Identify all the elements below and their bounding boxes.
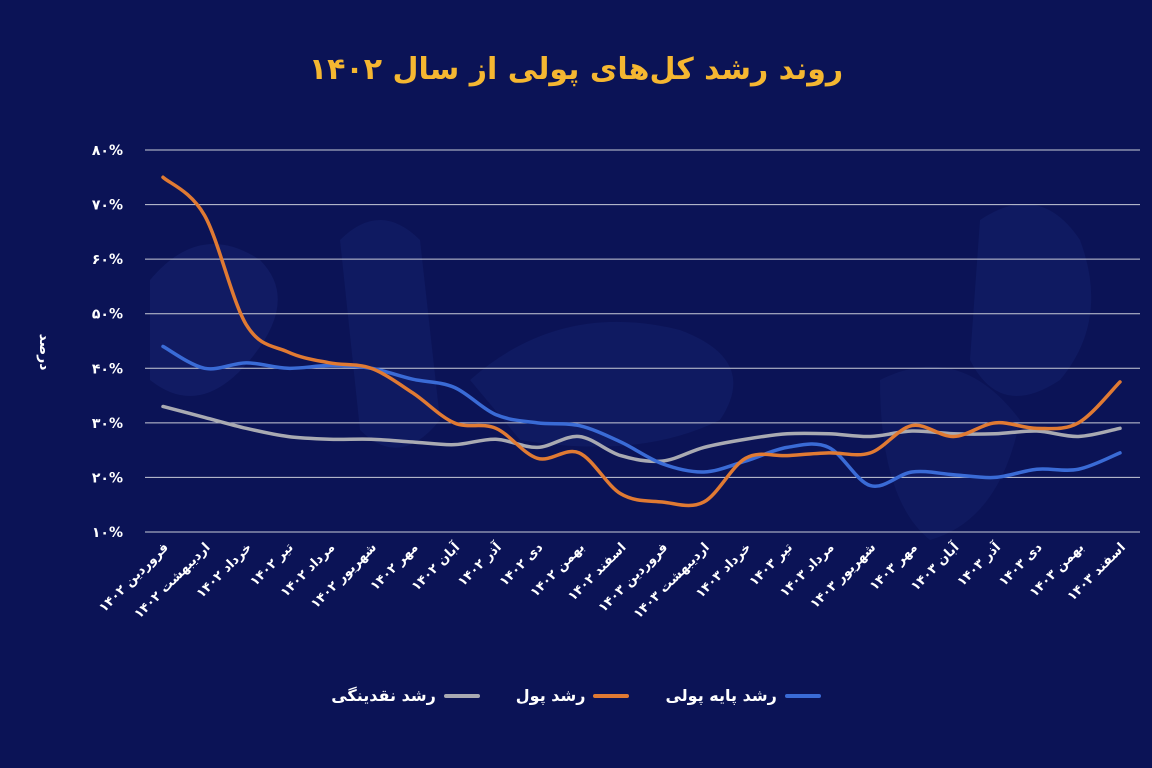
grid-lines (145, 149, 1140, 533)
x-tick-label: فروردین ۱۴۰۲ (96, 540, 171, 615)
x-tick-label: اردیبهشت ۱۴۰۲ (132, 540, 214, 622)
y-tick-label: ۳۰% (92, 416, 123, 432)
legend-item-base-money: رشد پایه پولی (665, 686, 821, 705)
y-tick-label: ۱۰% (92, 525, 123, 541)
series-line-liquidity (161, 404, 1122, 464)
legend-item-money: رشد پول (516, 686, 630, 705)
series-line-money (161, 175, 1122, 508)
y-axis-label: درصد (36, 334, 52, 371)
series-line-base-money (161, 344, 1122, 489)
y-tick-label: ۸۰% (92, 143, 123, 159)
chart-title: روند رشد کل‌های پولی از سال ۱۴۰۲ (308, 52, 844, 87)
legend-swatch-liquidity (443, 693, 480, 698)
legend-label-money: رشد پول (515, 686, 586, 705)
y-tick-label: ۷۰% (92, 198, 123, 214)
legend: رشد پایه پولی رشد پول رشد نقدینگی (0, 686, 1152, 705)
y-tick-label: ۴۰% (92, 361, 123, 377)
legend-swatch-base-money (784, 693, 821, 698)
legend-label-liquidity: رشد نقدینگی (331, 686, 436, 705)
y-tick-label: ۲۰% (92, 470, 123, 486)
x-tick-label: اردیبهشت ۱۴۰۳ (631, 540, 713, 622)
x-tick-label: آذر ۱۴۰۳ (953, 538, 1004, 589)
legend-swatch-money (593, 693, 630, 698)
y-tick-label: ۵۰% (92, 307, 123, 323)
legend-item-liquidity: رشد نقدینگی (331, 686, 480, 705)
y-tick-label: ۶۰% (92, 252, 123, 268)
x-tick-label: آذر ۱۴۰۲ (454, 538, 505, 589)
y-axis-ticks: ۱۰% ۲۰% ۳۰% ۴۰% ۵۰% ۶۰% ۷۰% ۸۰% (92, 143, 123, 541)
series-lines (161, 175, 1122, 508)
legend-label-base-money: رشد پایه پولی (665, 686, 777, 705)
